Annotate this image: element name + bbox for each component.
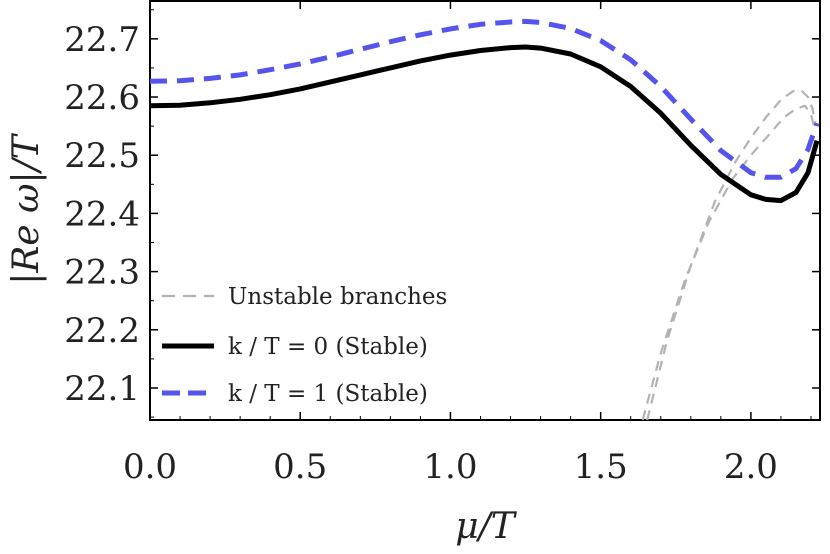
x-tick-label: 1.5 [574,447,628,487]
y-tick-label: 22.4 [64,194,140,234]
y-tick-label: 22.2 [64,311,140,351]
legend-label: k / T = 1 (Stable) [228,381,428,407]
legend: Unstable branches k / T = 0 (Stable) k / T… [162,284,447,407]
x-tick-label: 1.0 [423,447,477,487]
x-tick-label: 0.5 [273,447,327,487]
y-tick-label: 22.1 [64,369,140,409]
y-tick-label: 22.7 [64,20,140,60]
y-tick-label: 22.5 [64,136,140,176]
series-line [149,18,820,180]
y-tick-label: 22.6 [64,78,140,118]
legend-label: k / T = 0 (Stable) [228,334,428,360]
y-axis: 22.1 22.2 22.3 22.4 22.5 22.6 22.7 [64,9,820,418]
x-tick-label: 0.0 [123,447,177,487]
x-axis: 0.0 0.5 1.0 1.5 2.0 [123,1,812,487]
plot-frame [149,0,821,421]
x-axis-title: μ/T [455,506,518,547]
legend-label: Unstable branches [228,284,447,310]
y-tick-label: 22.3 [64,253,140,293]
x-tick-label: 2.0 [724,447,778,487]
y-axis-title: |Re ω|/T [6,132,47,285]
series-line [646,90,817,421]
series-layer [149,18,820,421]
series-line [641,104,817,421]
series-line [149,44,820,204]
